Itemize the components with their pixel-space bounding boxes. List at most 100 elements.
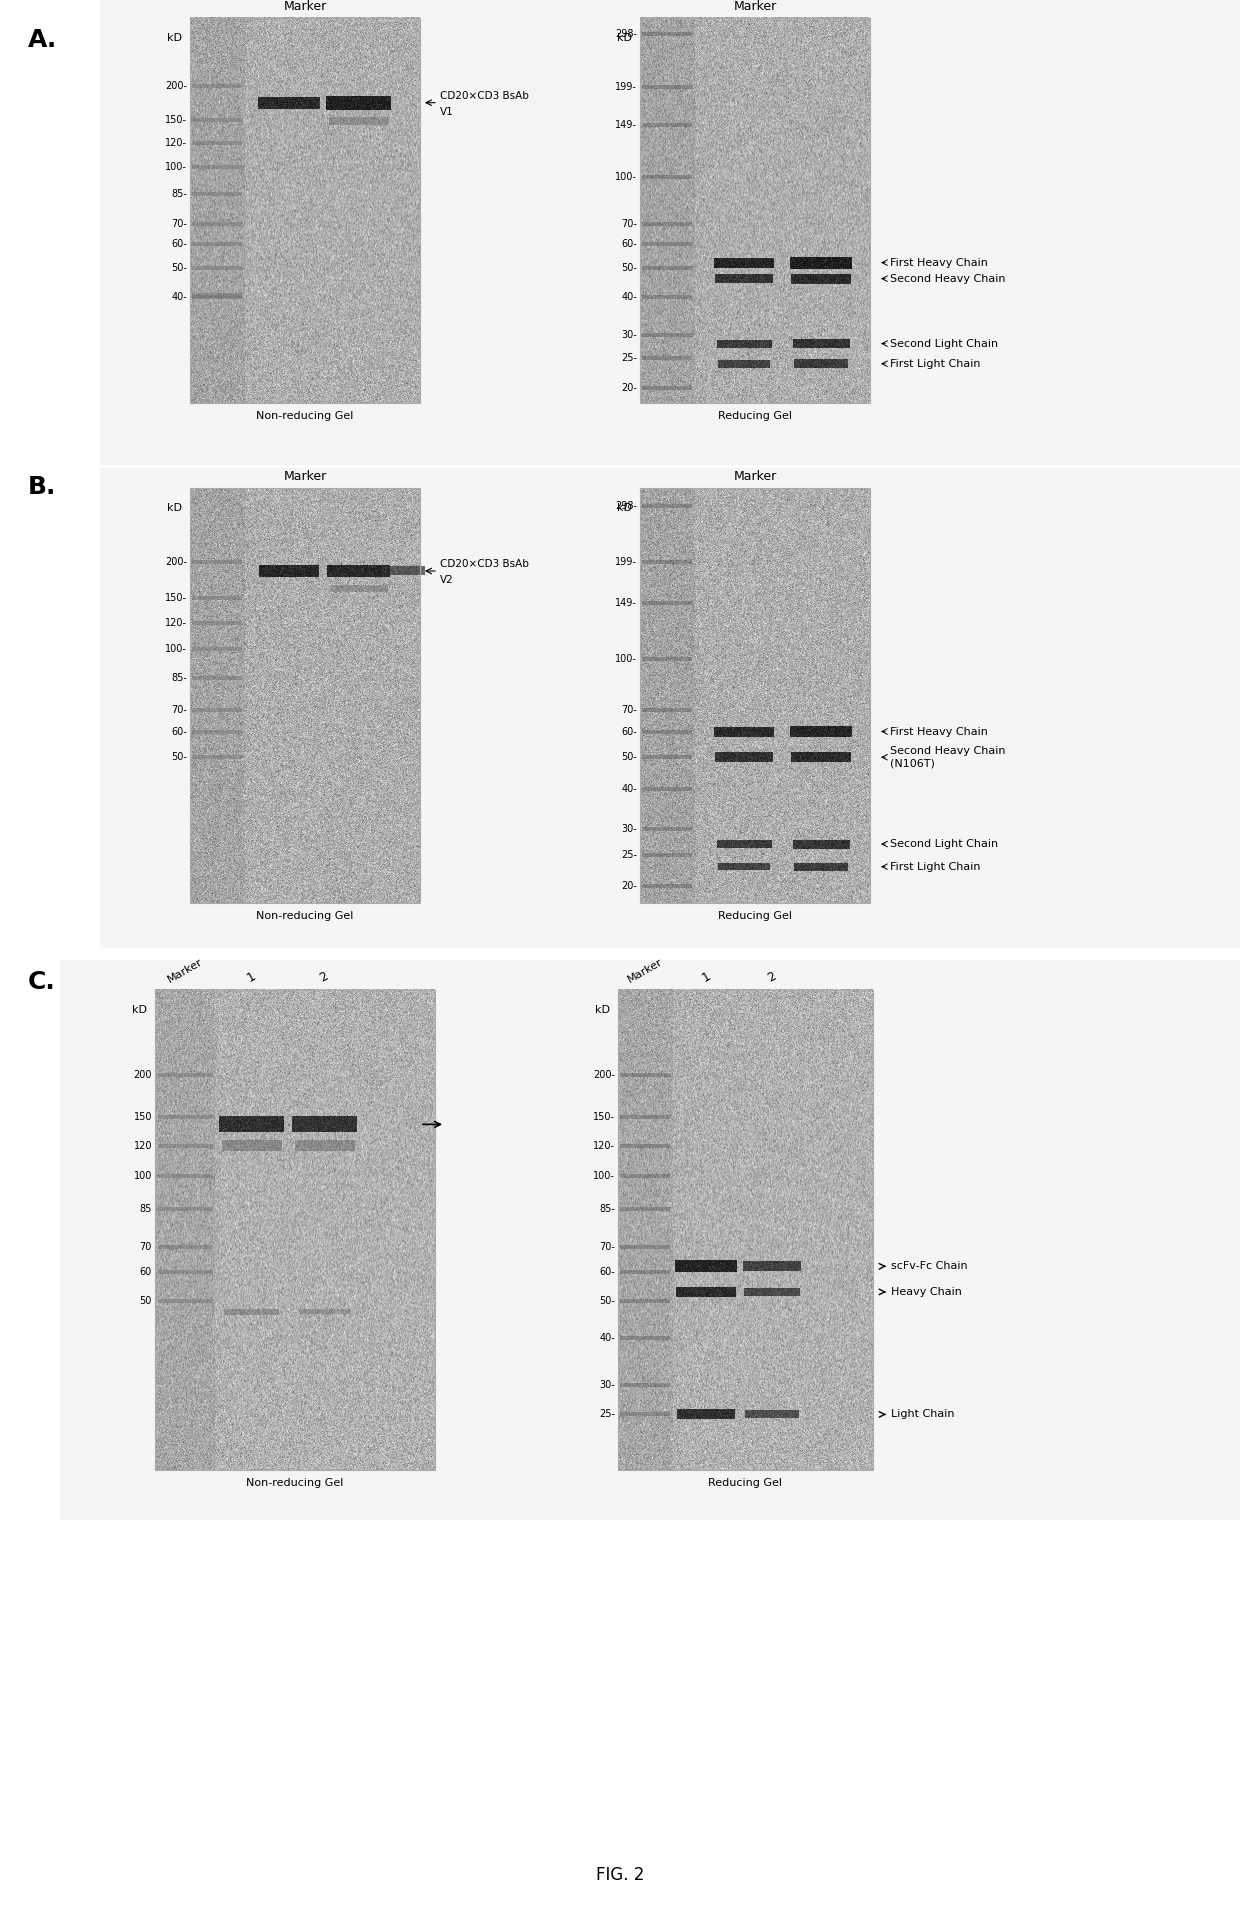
Text: 100-: 100- [615,655,637,665]
Text: 149-: 149- [615,598,637,607]
Text: 200-: 200- [165,82,187,92]
Text: 20-: 20- [621,881,637,892]
Text: 50-: 50- [171,753,187,762]
Text: Non-reducing Gel: Non-reducing Gel [257,911,353,921]
Text: 50-: 50- [621,264,637,273]
Text: V1: V1 [440,107,454,117]
Text: 85-: 85- [171,189,187,199]
Bar [560,0,1240,464]
Text: 60-: 60- [171,239,187,248]
Text: 199-: 199- [615,82,637,92]
Text: CD20×CD3 BsAb: CD20×CD3 BsAb [440,560,529,569]
Text: Non-reducing Gel: Non-reducing Gel [247,1478,343,1488]
Text: 50-: 50- [171,264,187,273]
Text: V2: V2 [440,575,454,584]
Text: Marker: Marker [166,957,205,986]
Text: 60-: 60- [599,1266,615,1276]
Text: kD: kD [595,1005,610,1014]
Text: 298-: 298- [615,29,637,40]
Text: Reducing Gel: Reducing Gel [718,411,792,420]
Text: 85-: 85- [171,672,187,682]
Text: Reducing Gel: Reducing Gel [718,911,792,921]
Text: Second Light Chain: Second Light Chain [890,838,998,850]
Bar [155,989,435,1471]
Bar [190,17,420,403]
Bar [100,0,630,464]
Text: Marker: Marker [284,0,326,13]
Bar [60,961,600,1520]
Text: 60-: 60- [171,726,187,737]
Text: 200-: 200- [593,1070,615,1081]
Bar [618,989,873,1471]
Text: 50-: 50- [599,1297,615,1306]
Text: Second Light Chain: Second Light Chain [890,338,998,350]
Text: 150-: 150- [165,592,187,604]
Text: 100-: 100- [165,644,187,653]
Text: Heavy Chain: Heavy Chain [892,1287,962,1297]
Text: Second Heavy Chain: Second Heavy Chain [890,273,1006,285]
Text: 70-: 70- [621,705,637,714]
Text: 200-: 200- [165,558,187,567]
Text: kD: kD [131,1005,148,1014]
Text: 25-: 25- [599,1410,615,1419]
Text: 30-: 30- [621,330,637,340]
Text: kD: kD [618,32,632,44]
Text: 70: 70 [140,1242,153,1251]
Text: 100-: 100- [165,162,187,172]
Text: First Heavy Chain: First Heavy Chain [890,258,988,267]
Text: 120-: 120- [165,617,187,628]
Text: First Light Chain: First Light Chain [890,861,981,871]
Text: 70-: 70- [599,1242,615,1251]
Text: 70-: 70- [621,220,637,229]
Text: 40-: 40- [599,1333,615,1343]
Text: 298-: 298- [615,500,637,510]
Text: 25-: 25- [621,353,637,363]
Text: Marker: Marker [733,470,776,483]
Text: CD20×CD3 BsAb: CD20×CD3 BsAb [440,90,529,101]
Text: 2: 2 [317,970,331,986]
Text: 85: 85 [140,1203,153,1215]
Text: Marker: Marker [284,470,326,483]
Text: 120-: 120- [165,138,187,147]
Text: FIG. 2: FIG. 2 [595,1866,645,1883]
Text: 100: 100 [134,1171,153,1180]
Text: 70-: 70- [171,705,187,714]
Text: 40-: 40- [621,783,637,795]
Text: 25-: 25- [621,850,637,860]
Text: 60: 60 [140,1266,153,1276]
Text: 20-: 20- [621,382,637,393]
Text: Marker: Marker [733,0,776,13]
Text: kD: kD [167,502,182,514]
Text: 200: 200 [134,1070,153,1081]
Text: kD: kD [618,502,632,514]
Text: 100-: 100- [615,172,637,181]
Text: First Heavy Chain: First Heavy Chain [890,726,988,737]
Text: Second Heavy Chain
(N106T): Second Heavy Chain (N106T) [890,747,1006,768]
Text: 199-: 199- [615,558,637,567]
Text: 150-: 150- [165,115,187,124]
Text: C.: C. [29,970,56,993]
Text: 150: 150 [134,1112,153,1121]
Text: 1: 1 [244,970,258,986]
Text: 85-: 85- [599,1203,615,1215]
Text: A.: A. [29,29,57,52]
Text: Non-reducing Gel: Non-reducing Gel [257,411,353,420]
Text: 100-: 100- [593,1171,615,1180]
Text: kD: kD [167,32,182,44]
Bar [100,468,630,947]
Text: 120-: 120- [593,1140,615,1150]
Text: Light Chain: Light Chain [892,1410,955,1419]
Text: 149-: 149- [615,120,637,130]
Text: Marker: Marker [626,957,665,986]
Bar [190,487,420,903]
Text: 70-: 70- [171,220,187,229]
Text: 150-: 150- [593,1112,615,1121]
Text: 2: 2 [765,970,779,986]
Text: 30-: 30- [621,825,637,835]
Text: 120: 120 [134,1140,153,1150]
Text: B.: B. [29,476,56,499]
Bar [560,468,1240,947]
Text: 60-: 60- [621,239,637,248]
Text: Reducing Gel: Reducing Gel [708,1478,782,1488]
Bar [640,17,870,403]
